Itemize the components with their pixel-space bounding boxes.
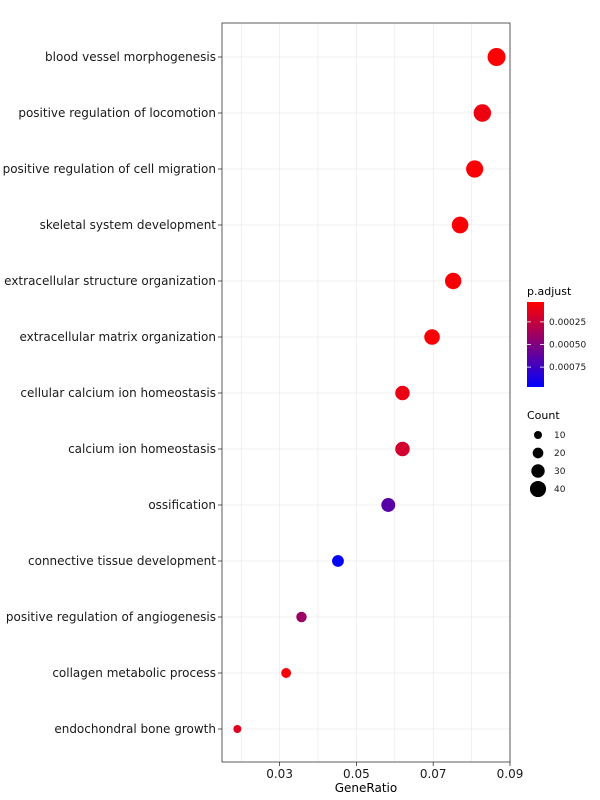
color-legend-title: p.adjust — [527, 285, 572, 298]
data-point — [473, 104, 492, 122]
x-axis-title: GeneRatio — [335, 781, 397, 795]
data-point — [281, 668, 292, 678]
color-legend-tick-label: 0.00075 — [549, 363, 586, 373]
data-point — [395, 385, 410, 401]
size-legend-items: 10 20 30 40 — [529, 431, 566, 498]
data-point — [296, 611, 307, 623]
size-legend-dot — [529, 480, 547, 498]
data-point — [424, 329, 440, 345]
y-tick-label: blood vessel morphogenesis — [45, 50, 216, 64]
size-legend-label: 30 — [554, 467, 566, 477]
y-tick-label: skeletal system development — [40, 218, 217, 232]
y-tick-label: endochondral bone growth — [54, 722, 216, 736]
x-axis: 0.03 0.05 0.07 0.09 — [266, 762, 523, 781]
y-tick-label: ossification — [148, 498, 216, 512]
color-legend-bar — [527, 302, 544, 387]
size-legend: Count 10 20 30 40 — [527, 409, 566, 498]
y-tick-label: extracellular structure organization — [4, 274, 216, 288]
data-point — [444, 272, 462, 290]
y-tick-label: extracellular matrix organization — [20, 330, 217, 344]
data-point — [381, 498, 396, 512]
data-point — [487, 48, 506, 66]
y-tick-label: connective tissue development — [28, 554, 216, 568]
size-legend-title: Count — [527, 409, 560, 422]
color-legend-tick-label: 0.00025 — [549, 318, 586, 328]
size-legend-dot — [531, 464, 545, 478]
x-tick-label: 0.09 — [497, 767, 524, 781]
y-tick-label: cellular calcium ion homeostasis — [20, 386, 216, 400]
y-axis: blood vessel morphogenesis positive regul… — [3, 50, 222, 736]
plot-panel — [222, 23, 510, 762]
size-legend-label: 40 — [554, 485, 566, 495]
plot-panel-border — [221, 22, 511, 763]
grid-lines — [222, 23, 511, 762]
color-legend: p.adjust 0.00025 0.00050 0.00075 — [527, 285, 586, 387]
size-legend-dot — [532, 447, 544, 459]
data-point — [332, 555, 344, 567]
y-tick-label: positive regulation of angiogenesis — [6, 610, 216, 624]
size-legend-dot — [534, 431, 542, 439]
color-legend-tick-label: 0.00050 — [549, 341, 586, 351]
data-point — [395, 441, 410, 457]
data-points — [233, 48, 506, 733]
y-tick-label: positive regulation of locomotion — [18, 106, 216, 120]
data-point — [451, 216, 469, 234]
y-tick-label: collagen metabolic process — [52, 666, 216, 680]
data-point — [233, 725, 242, 733]
y-tick-label: calcium ion homeostasis — [68, 442, 216, 456]
data-point — [466, 160, 484, 178]
y-tick-label: positive regulation of cell migration — [3, 162, 216, 176]
x-tick-label: 0.03 — [266, 767, 293, 781]
color-legend-ticks: 0.00025 0.00050 0.00075 — [527, 318, 586, 373]
size-legend-label: 10 — [554, 431, 566, 441]
x-tick-label: 0.05 — [343, 767, 370, 781]
size-legend-label: 20 — [554, 449, 566, 459]
x-tick-label: 0.07 — [420, 767, 447, 781]
